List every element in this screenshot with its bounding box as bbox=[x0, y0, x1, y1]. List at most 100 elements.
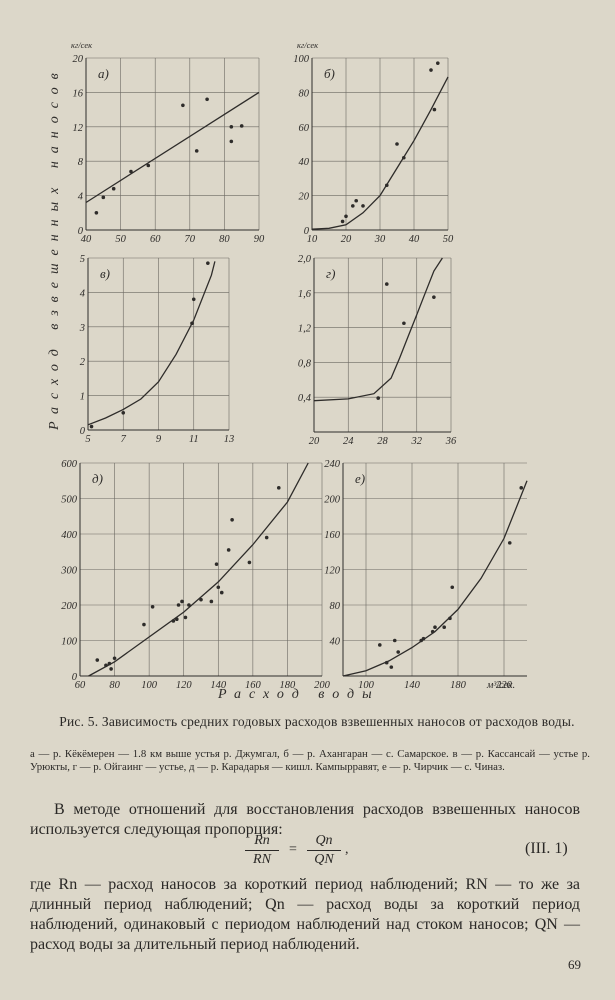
chart-panel-4: 20 24 28 32 36 0,4 0,8 1,2 1,6 2,0 г) bbox=[298, 254, 457, 447]
x-tick-label: 140 bbox=[404, 680, 421, 691]
data-point bbox=[190, 321, 194, 326]
fit-curve bbox=[86, 92, 259, 202]
x-tick-label: 180 bbox=[450, 680, 467, 691]
data-point bbox=[239, 124, 244, 128]
chart-panel-2: 10 20 30 40 50 0 20 40 60 80 100 кг/сек б) bbox=[293, 40, 454, 245]
fit-curve bbox=[314, 258, 442, 401]
data-point bbox=[199, 597, 203, 602]
x-tick-label: 90 bbox=[254, 234, 265, 245]
x-tick-label: 140 bbox=[210, 680, 227, 691]
data-point bbox=[448, 616, 452, 621]
panel-label: д) bbox=[92, 471, 103, 486]
y-tick-label: 80 bbox=[299, 88, 310, 99]
x-tick-label: 40 bbox=[409, 234, 420, 245]
y-tick-label: 12 bbox=[73, 123, 84, 134]
y-tick-label: 240 bbox=[324, 459, 341, 470]
data-point bbox=[396, 650, 401, 654]
y-tick-label: 2 bbox=[80, 357, 86, 368]
data-point bbox=[191, 297, 196, 302]
data-point bbox=[142, 622, 146, 627]
x-tick-label: 80 bbox=[109, 680, 120, 691]
data-point bbox=[216, 585, 221, 590]
data-point bbox=[354, 198, 359, 203]
x-tick-label: 70 bbox=[185, 234, 196, 245]
data-point bbox=[121, 411, 126, 415]
y-tick-label: 500 bbox=[61, 495, 78, 506]
x-tick-label: 5 bbox=[85, 434, 90, 445]
x-tick-label: 7 bbox=[121, 434, 127, 445]
chart-panel-6: 100 140 180 220 40 80 120 160 200 240 м³/сек. е) bbox=[324, 459, 527, 691]
x-tick-label: 200 bbox=[314, 680, 331, 691]
y-tick-label: 1 bbox=[80, 392, 85, 403]
x-unit-label: м³/сек. bbox=[486, 680, 515, 691]
figure-caption-title: Рис. 5. Зависимость средних годовых расх… bbox=[59, 714, 575, 729]
data-point bbox=[94, 211, 99, 215]
unit-label: кг/сек bbox=[297, 40, 319, 50]
data-point bbox=[205, 97, 209, 102]
formula-rhs-denominator: QN bbox=[314, 852, 334, 867]
y-tick-label: 4 bbox=[78, 192, 84, 203]
data-point bbox=[432, 107, 437, 112]
y-tick-label: 600 bbox=[61, 459, 78, 470]
formula-rhs: Qn QN bbox=[307, 833, 341, 868]
data-point bbox=[230, 518, 234, 522]
x-tick-label: 20 bbox=[341, 234, 352, 245]
y-tick-label: 400 bbox=[61, 530, 78, 541]
y-tick-label: 8 bbox=[78, 157, 84, 168]
x-tick-label: 28 bbox=[377, 436, 388, 447]
data-point bbox=[171, 619, 176, 623]
data-point bbox=[146, 163, 151, 168]
data-point bbox=[384, 282, 389, 286]
y-tick-label: 120 bbox=[324, 566, 341, 577]
data-point bbox=[432, 295, 436, 299]
x-tick-label: 180 bbox=[280, 680, 297, 691]
chart-panel-5: 60 80 100 120 140 160 180 200 0 100 200 300 400 500 60… bbox=[60, 459, 330, 691]
data-point bbox=[340, 219, 345, 224]
panel-label: а) bbox=[98, 66, 109, 81]
formula-equals: = bbox=[289, 842, 297, 857]
y-tick-label: 3 bbox=[79, 323, 85, 334]
data-point bbox=[392, 638, 397, 643]
data-point bbox=[433, 625, 437, 629]
y-tick-label: 1,6 bbox=[298, 289, 312, 300]
y-tick-label: 80 bbox=[330, 601, 341, 612]
data-point bbox=[385, 183, 389, 188]
y-tick-label: 100 bbox=[293, 54, 310, 65]
x-tick-label: 36 bbox=[445, 436, 457, 447]
data-point bbox=[229, 125, 234, 129]
data-point bbox=[214, 562, 219, 566]
y-tick-label: 200 bbox=[61, 601, 78, 612]
data-point bbox=[436, 61, 440, 65]
data-point bbox=[402, 321, 406, 326]
y-tick-label: 1,2 bbox=[298, 324, 312, 335]
data-point bbox=[395, 142, 399, 146]
data-point bbox=[519, 486, 524, 490]
data-point bbox=[109, 667, 113, 671]
data-point bbox=[175, 617, 179, 621]
data-point bbox=[450, 585, 455, 590]
x-axis-title: Расход воды bbox=[217, 687, 380, 702]
x-tick-label: 80 bbox=[219, 234, 230, 245]
data-point bbox=[351, 204, 355, 208]
page-number: 69 bbox=[568, 957, 581, 972]
unit-label: кг/сек bbox=[71, 40, 93, 50]
x-tick-label: 20 bbox=[309, 436, 320, 447]
panel-label: г) bbox=[326, 266, 335, 281]
data-point bbox=[206, 261, 210, 265]
data-point bbox=[150, 604, 155, 609]
y-tick-label: 0 bbox=[72, 672, 78, 683]
panel-label: е) bbox=[355, 471, 365, 486]
y-tick-label: 0,8 bbox=[298, 358, 312, 369]
data-point bbox=[378, 643, 382, 647]
panel-label: в) bbox=[100, 266, 110, 281]
y-tick-label: 2,0 bbox=[298, 254, 312, 265]
y-axis-title: Расход взвешенных наносов bbox=[47, 65, 62, 431]
y-tick-label: 20 bbox=[299, 192, 310, 203]
y-tick-label: 40 bbox=[330, 637, 341, 648]
x-tick-label: 220 bbox=[496, 680, 513, 691]
x-tick-label: 100 bbox=[141, 680, 158, 691]
body-paragraph-2: где Rn — расход наносов за короткий пери… bbox=[30, 876, 580, 953]
formula-rhs-numerator: Qn bbox=[315, 833, 333, 848]
formula-lhs-numerator: Rn bbox=[254, 833, 270, 848]
